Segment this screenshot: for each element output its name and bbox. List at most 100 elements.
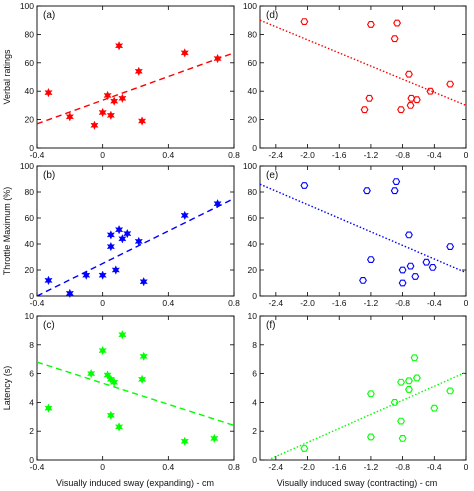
x-tick-label: -1.2: [364, 298, 379, 308]
data-point: [397, 417, 405, 425]
y-tick-label: 0: [252, 143, 257, 153]
x-tick-label: 0.4: [162, 462, 174, 472]
x-tick-label: 0: [100, 298, 105, 308]
data-point: [106, 410, 115, 421]
y-tick-label: 100: [243, 161, 257, 171]
y-tick-label: 100: [20, 161, 34, 171]
x-tick-label: 0.8: [228, 462, 240, 472]
x-tick-label: -0.4: [427, 150, 442, 160]
y-tick-label: 80: [25, 187, 35, 197]
data-point: [134, 66, 143, 77]
x-tick-label: -2.0: [300, 298, 315, 308]
plot-frame: [36, 165, 235, 297]
panel-f: -2.4 -2.0 -1.6 -1.2 -0.8 -0.4 0 0 2 4 6 8 10 (f): [248, 311, 469, 472]
data-point: [180, 436, 189, 446]
y-tick-label: 40: [25, 239, 35, 249]
data-point: [392, 178, 401, 186]
data-point: [180, 48, 189, 58]
y-tick-label: 40: [248, 86, 258, 96]
x-tick-label: -0.4: [30, 462, 45, 472]
y-axis-label: Verbal ratings: [2, 49, 12, 105]
panel-tag: (e): [266, 170, 278, 181]
y-tick-label: 10: [25, 311, 35, 321]
data-point: [398, 434, 407, 442]
x-tick-label: 0: [100, 462, 105, 472]
data-point: [405, 70, 413, 78]
panel-d: -2.4 -2.0 -1.6 -1.2 -0.8 -0.4 0 0 20 40 60 80 100 (d): [243, 1, 469, 160]
data-point: [428, 263, 437, 271]
panel-e: -2.4 -2.0 -1.6 -1.2 -0.8 -0.4 0 0 20 40 60 80 100 (e): [243, 161, 469, 308]
x-tick-label: 0: [100, 150, 105, 160]
x-tick-label: -1.2: [364, 150, 379, 160]
y-tick-label: 20: [25, 265, 35, 275]
data-point: [139, 351, 148, 362]
plot-frame: [259, 315, 467, 461]
y-tick-label: 20: [248, 265, 258, 275]
x-tick-label: -2.4: [269, 150, 284, 160]
x-tick-label: -0.8: [395, 462, 410, 472]
y-tick-label: 10: [248, 311, 258, 321]
x-tick-label: -0.4: [30, 298, 45, 308]
data-point: [213, 53, 222, 64]
data-point: [397, 378, 405, 386]
y-tick-label: 6: [29, 369, 34, 379]
y-tick-label: 0: [29, 143, 34, 153]
y-tick-label: 0: [29, 455, 34, 465]
data-point: [111, 265, 120, 275]
x-tick-label: 0.8: [228, 150, 240, 160]
y-tick-label: 60: [25, 213, 35, 223]
y-tick-label: 0: [29, 291, 34, 301]
y-tick-label: 40: [25, 86, 35, 96]
data-point: [446, 387, 455, 395]
data-point: [398, 279, 407, 287]
data-point: [44, 275, 53, 286]
y-tick-label: 60: [248, 213, 258, 223]
x-tick-label: -2.4: [269, 298, 284, 308]
data-point: [406, 101, 415, 109]
y-tick-label: 60: [25, 58, 35, 68]
data-point: [98, 107, 107, 118]
data-point: [139, 277, 148, 287]
x-axis-label-contracting: Visually induced sway (contracting) - cm: [277, 478, 437, 488]
x-tick-label: 0.4: [162, 150, 174, 160]
data-point: [393, 19, 402, 27]
data-point: [44, 403, 53, 413]
panel-tag: (f): [266, 320, 275, 331]
data-point: [90, 120, 99, 130]
data-point: [87, 368, 96, 379]
data-point: [406, 262, 415, 270]
data-point: [180, 210, 189, 221]
data-point: [210, 433, 219, 444]
x-tick-label: -2.0: [300, 462, 315, 472]
data-point: [446, 80, 455, 88]
trend-line: [260, 183, 466, 274]
data-point: [138, 374, 147, 385]
plot-frame: [36, 315, 235, 461]
data-point: [103, 370, 112, 380]
y-tick-label: 6: [252, 369, 257, 379]
data-point: [118, 330, 127, 340]
x-tick-label: -1.6: [332, 298, 347, 308]
data-point: [82, 270, 91, 280]
data-point: [366, 21, 375, 28]
data-point: [118, 93, 127, 103]
x-tick-label: -1.6: [332, 462, 347, 472]
panel-tag: (b): [43, 170, 55, 181]
trend-line: [37, 361, 234, 427]
data-point: [134, 236, 143, 247]
trend-line: [267, 371, 466, 460]
data-point: [213, 199, 222, 209]
data-point: [366, 256, 375, 264]
trend-line: [260, 19, 466, 107]
y-tick-label: 80: [25, 29, 35, 39]
data-point: [115, 422, 124, 432]
y-tick-label: 100: [20, 1, 34, 11]
data-point: [300, 445, 309, 452]
data-point: [411, 273, 420, 280]
x-tick-label: -0.4: [427, 462, 442, 472]
data-point: [412, 374, 421, 382]
data-point: [300, 182, 309, 189]
data-point: [363, 187, 371, 195]
